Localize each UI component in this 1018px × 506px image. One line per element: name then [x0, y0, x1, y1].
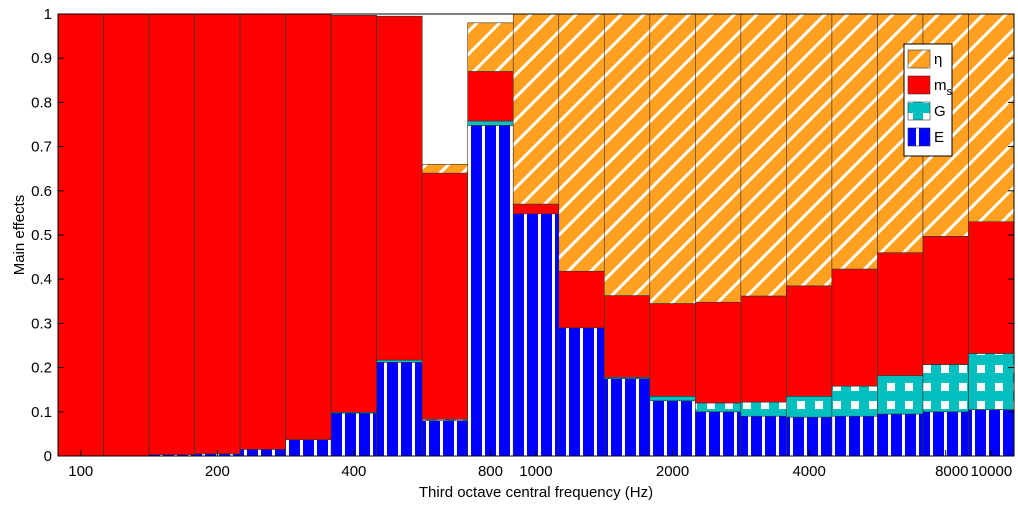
- x-tick-label: 4000: [792, 463, 825, 480]
- y-axis: 0 0.1 0.2 0.3 0.4 0.5 0.6 0.7 0.8 0.9 1: [31, 6, 1014, 465]
- bar-e-1000: [512, 213, 560, 457]
- bar-eta-3150: [740, 13, 787, 297]
- bar-eta-800: [467, 22, 514, 72]
- bar-eta-1000: [512, 13, 560, 205]
- bar-g-6300: [877, 375, 924, 415]
- x-tick-label: 10000: [970, 463, 1012, 480]
- legend-swatch-eta: [907, 49, 931, 69]
- x-axis-label: Third octave central frequency (Hz): [419, 484, 653, 501]
- bar-eta-4000: [786, 13, 833, 287]
- bar-m-2500: [695, 301, 742, 404]
- bar-m-500: [376, 15, 423, 361]
- bar-m-250: [239, 13, 286, 450]
- bar-g-10000: [968, 353, 1015, 410]
- bar-m-2000: [649, 303, 696, 397]
- bar-e-400: [330, 412, 377, 457]
- bar-eta-630: [421, 163, 469, 174]
- bar-m-315: [285, 13, 332, 440]
- bar-m-1250: [558, 270, 605, 329]
- bar-e-2500: [695, 411, 742, 457]
- bar-m-3150: [740, 295, 787, 403]
- bar-g-8000: [922, 364, 969, 413]
- bar-m-100: [57, 13, 104, 457]
- bar-m-1600: [603, 295, 651, 378]
- y-axis-label: Main effects: [11, 195, 28, 276]
- bar-e-630: [421, 420, 469, 457]
- bar-e-6300: [877, 413, 924, 457]
- legend-label-eta: η: [934, 51, 942, 68]
- bar-m-10000: [968, 221, 1015, 354]
- x-tick-label: 400: [341, 463, 366, 480]
- bar-m-125: [103, 13, 150, 457]
- bar-eta-1600: [603, 13, 651, 296]
- x-tick-label: 1000: [519, 463, 552, 480]
- bar-m-400: [330, 15, 377, 413]
- bar-g-4000: [786, 396, 833, 418]
- bar-m-200: [194, 13, 241, 455]
- bar-g-2500: [695, 402, 742, 413]
- legend-swatch-e: [907, 127, 931, 147]
- bar-m-4000: [786, 285, 833, 397]
- bar-e-800: [467, 125, 514, 457]
- y-tick-label: 0.8: [31, 94, 52, 111]
- y-tick-label: 0.9: [31, 50, 52, 67]
- bar-e-10000: [968, 409, 1015, 457]
- y-tick-label: 0.2: [31, 360, 52, 377]
- y-tick-label: 0.6: [31, 183, 52, 200]
- bars-group: [57, 13, 1015, 457]
- x-tick-label: 800: [478, 463, 503, 480]
- x-tick-label: 200: [205, 463, 230, 480]
- y-tick-label: 0.3: [31, 315, 52, 332]
- y-tick-label: 0.7: [31, 139, 52, 156]
- bar-m-8000: [922, 236, 969, 365]
- bar-eta-1250: [558, 13, 605, 272]
- bar-e-1600: [603, 378, 651, 457]
- bar-m-630: [421, 172, 469, 420]
- bar-e-4000: [786, 416, 833, 457]
- y-tick-label: 0.5: [31, 227, 52, 244]
- legend-label-e: E: [934, 129, 944, 146]
- bar-m-1000: [512, 203, 560, 215]
- bar-e-2000: [649, 400, 696, 457]
- bar-e-3150: [740, 415, 787, 457]
- bar-g-800: [467, 120, 514, 126]
- bar-g-3150: [740, 401, 787, 417]
- bar-e-250: [239, 449, 286, 457]
- y-tick-label: 0.4: [31, 271, 52, 288]
- y-tick-label: 0.1: [31, 404, 52, 421]
- bar-g-2000: [649, 396, 696, 402]
- bar-e-500: [376, 361, 423, 457]
- bar-eta-10000: [968, 13, 1015, 223]
- legend-swatch-g: [907, 101, 931, 121]
- bar-eta-2000: [649, 13, 696, 304]
- bar-e-8000: [922, 411, 969, 457]
- x-tick-label: 100: [68, 463, 93, 480]
- bar-m-800: [467, 71, 514, 122]
- bar-g-500: [376, 359, 423, 363]
- bar-m-6300: [877, 252, 924, 376]
- bar-eta-5000: [831, 13, 878, 270]
- legend-label-g: G: [934, 103, 946, 120]
- bar-g-5000: [831, 385, 878, 417]
- bar-e-5000: [831, 415, 878, 457]
- bar-m-5000: [831, 268, 878, 387]
- bar-e-315: [285, 439, 332, 457]
- y-tick-label: 0: [44, 448, 52, 465]
- bar-e-1250: [558, 327, 605, 457]
- legend-swatch-m: [907, 75, 931, 95]
- x-tick-label: 2000: [656, 463, 689, 480]
- bar-m-160: [148, 13, 195, 455]
- x-tick-label: 8000: [935, 463, 968, 480]
- x-axis: 100 200 400 800 1000 2000 4000 8000 10000: [68, 450, 1012, 480]
- y-tick-label: 1: [44, 6, 52, 23]
- bar-eta-2500: [695, 13, 742, 303]
